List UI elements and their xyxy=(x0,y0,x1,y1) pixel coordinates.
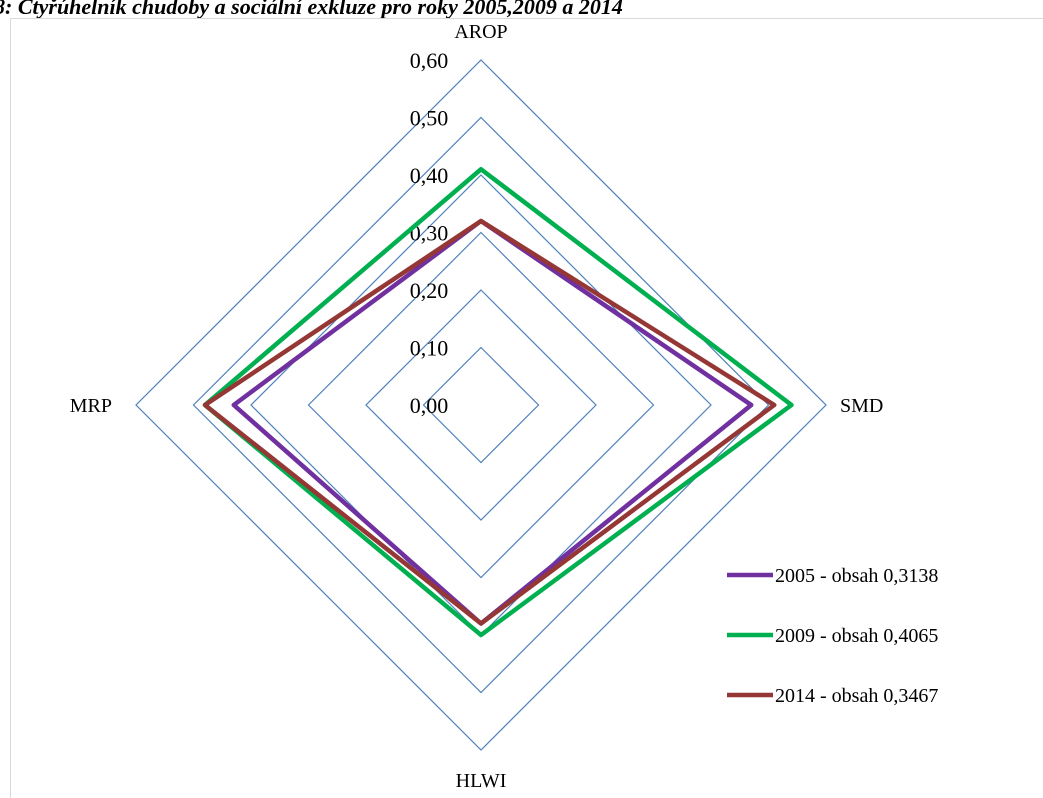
chart-frame xyxy=(10,18,1043,798)
tick-label: 0,10 xyxy=(410,336,449,361)
axis-label-hlwi: HLWI xyxy=(456,770,507,792)
series-1-line xyxy=(202,167,794,638)
series-0-line xyxy=(231,218,754,626)
tick-label: 0,60 xyxy=(410,48,449,73)
axis-label-arop: AROP xyxy=(454,21,507,43)
axis-label-mrp: MRP xyxy=(70,395,112,417)
grid-ring-3 xyxy=(307,231,655,579)
tick-label: 0,50 xyxy=(410,106,449,131)
grid-ring-4 xyxy=(250,174,712,636)
tick-label: 0,20 xyxy=(410,278,449,303)
legend-label-1: 2009 - obsah 0,4065 xyxy=(775,625,938,647)
legend-label-0: 2005 - obsah 0,3138 xyxy=(775,565,938,587)
tick-label: 0,40 xyxy=(410,163,449,188)
grid-ring-5 xyxy=(192,116,770,694)
grid-ring-6 xyxy=(135,59,827,751)
series-2-line xyxy=(202,218,777,626)
grid-ring-1 xyxy=(422,346,540,464)
chart-title: 8: Čtyřúhelník chudoby a sociální exkluz… xyxy=(0,0,623,19)
grid-ring-2 xyxy=(365,289,597,521)
axis-label-smd: SMD xyxy=(840,395,883,417)
legend-label-2: 2014 - obsah 0,3467 xyxy=(775,685,938,707)
tick-label: 0,00 xyxy=(410,393,449,418)
